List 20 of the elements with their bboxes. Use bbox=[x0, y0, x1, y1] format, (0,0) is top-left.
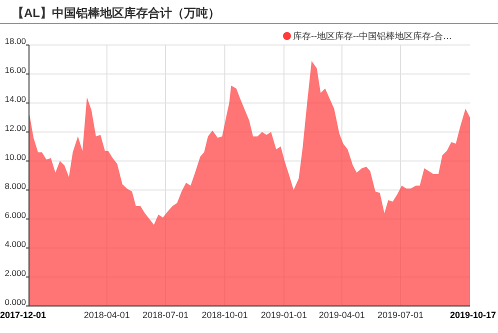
legend: 库存--地区库存--中国铝棒地区库存-合… bbox=[283, 31, 452, 41]
y-tick-label: 2.000 bbox=[4, 268, 26, 278]
x-tick-label: 2018-04-01 bbox=[84, 310, 130, 320]
x-tick-label: 2018-07-01 bbox=[142, 310, 189, 320]
title: 【AL】中国铝棒地区库存合计（万吨） bbox=[12, 6, 220, 20]
y-tick-label: 4.000 bbox=[4, 239, 26, 249]
y-tick-label: 16.00 bbox=[4, 65, 26, 75]
y-tick-label: 8.000 bbox=[4, 181, 26, 191]
y-tick-label: 10.00 bbox=[4, 152, 26, 162]
x-tick-label: 2017-12-01 bbox=[0, 310, 46, 320]
y-tick-label: 12.00 bbox=[4, 123, 26, 133]
y-tick-label: 0.000 bbox=[4, 297, 26, 307]
y-tick-label: 14.00 bbox=[4, 94, 26, 104]
y-tick-label: 18.00 bbox=[4, 36, 26, 46]
x-tick-label: 2019-07-01 bbox=[377, 310, 424, 320]
x-tick-label: 2019-10-17 bbox=[450, 310, 496, 320]
x-tick-label: 2019-01-01 bbox=[260, 310, 307, 320]
x-tick-label: 2018-10-01 bbox=[202, 310, 248, 320]
x-tick-label: 2019-04-01 bbox=[318, 310, 365, 320]
y-tick-label: 6.000 bbox=[4, 210, 26, 220]
